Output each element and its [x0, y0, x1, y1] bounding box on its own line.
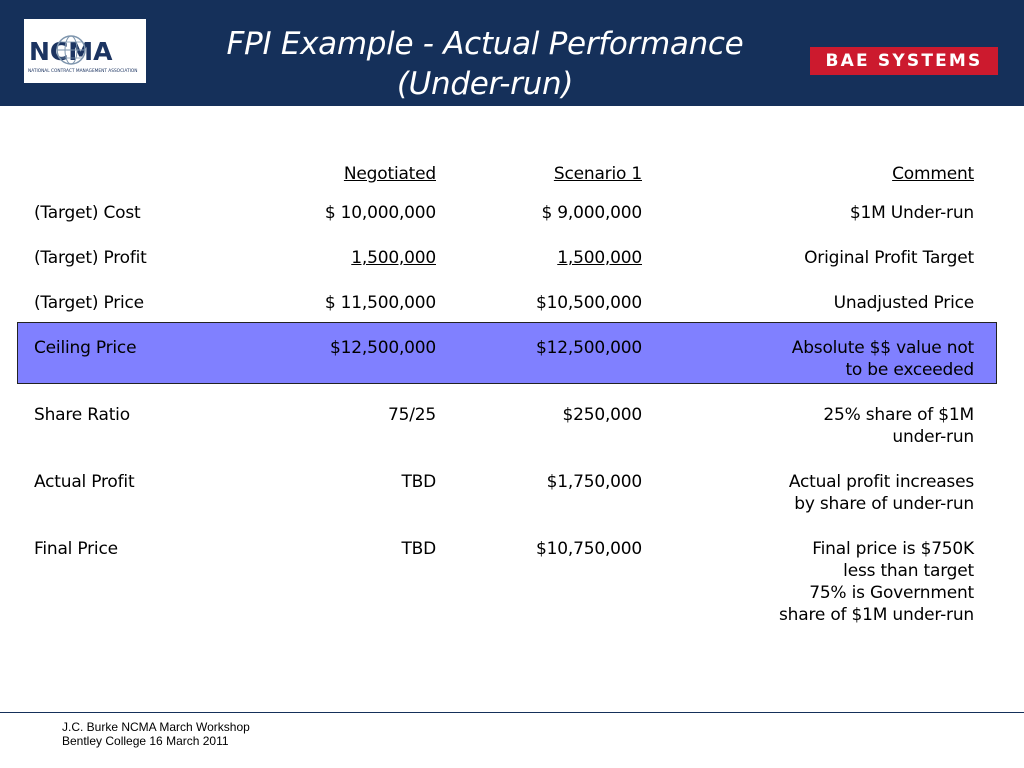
row-target-profit-negotiated: 1,500,000	[351, 248, 436, 268]
row-target-cost-scenario-1: $ 9,000,000	[541, 203, 642, 223]
row-actual-profit-comment: Actual profit increases by share of unde…	[788, 472, 974, 514]
row-final-price-comment: Final price is $750K less than target 75…	[779, 539, 974, 625]
globe-icon	[56, 35, 86, 65]
row-ceiling-price-scenario-1: $12,500,000	[536, 338, 642, 358]
row-ceiling-price-negotiated: $12,500,000	[330, 338, 436, 358]
row-target-profit-scenario-1: 1,500,000	[557, 248, 642, 268]
ncma-logo-graphic: NCMA NATIONAL CONTRACT MANAGEMENT ASSOCI…	[28, 35, 137, 74]
row-target-profit-comment: Original Profit Target	[804, 248, 974, 268]
row-target-profit-label: (Target) Profit	[34, 248, 147, 268]
header-scenario-1: Scenario 1	[553, 164, 642, 184]
row-target-cost-negotiated: $ 10,000,000	[324, 203, 436, 223]
row-actual-profit-negotiated: TBD	[401, 472, 436, 492]
row-target-cost-label: (Target) Cost	[34, 203, 141, 223]
bae-systems-logo: BAE SYSTEMS	[810, 47, 998, 75]
row-ceiling-price-label: Ceiling Price	[34, 338, 137, 358]
header-negotiated: Negotiated	[343, 164, 436, 184]
footer-divider	[0, 712, 1024, 713]
slide-title-line-1: FPI Example - Actual Performance	[226, 26, 744, 62]
footer-line-2: Bentley College 16 March 2011	[62, 734, 229, 748]
row-final-price-scenario-1: $10,750,000	[536, 539, 642, 559]
row-share-ratio-label: Share Ratio	[34, 405, 130, 425]
row-final-price-negotiated: TBD	[401, 539, 436, 559]
row-target-price-negotiated: $ 11,500,000	[324, 293, 436, 313]
row-final-price-label: Final Price	[34, 539, 118, 559]
row-share-ratio-scenario-1: $250,000	[562, 405, 642, 425]
ncma-logo-subtext: NATIONAL CONTRACT MANAGEMENT ASSOCIATION	[28, 68, 137, 74]
row-target-price-scenario-1: $10,500,000	[536, 293, 642, 313]
row-ceiling-price-comment: Absolute $$ value not to be exceeded	[791, 338, 974, 380]
slide-title-line-2: (Under-run)	[396, 66, 574, 102]
slide-footer: J.C. Burke NCMA March Workshop Bentley C…	[62, 720, 250, 748]
row-target-price-label: (Target) Price	[34, 293, 144, 313]
row-share-ratio-negotiated: 75/25	[388, 405, 436, 425]
footer-line-1: J.C. Burke NCMA March Workshop	[62, 720, 250, 734]
row-actual-profit-scenario-1: $1,750,000	[546, 472, 643, 492]
row-actual-profit-label: Actual Profit	[34, 472, 135, 492]
slide-header: NCMA NATIONAL CONTRACT MANAGEMENT ASSOCI…	[0, 0, 1024, 106]
row-target-cost-comment: $1M Under-run	[849, 203, 974, 223]
ceiling-price-highlight	[17, 322, 997, 384]
ncma-logo: NCMA NATIONAL CONTRACT MANAGEMENT ASSOCI…	[24, 19, 146, 83]
ncma-logo-wordmark: NCMA	[29, 37, 113, 66]
slide-title: FPI Example - Actual Performance (Under-…	[190, 24, 780, 104]
row-share-ratio-comment: 25% share of $1M under-run	[823, 405, 974, 447]
header-comment: Comment	[892, 164, 974, 184]
row-target-price-comment: Unadjusted Price	[833, 293, 975, 313]
